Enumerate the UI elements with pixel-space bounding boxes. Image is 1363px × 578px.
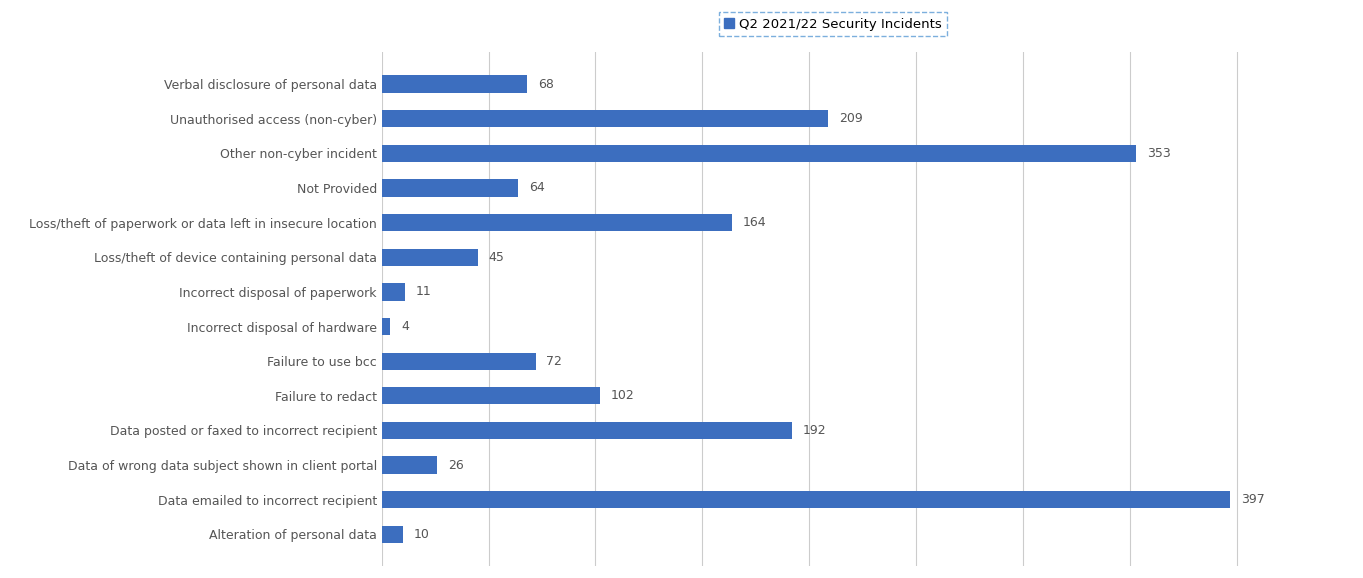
Bar: [382, 75, 527, 92]
Bar: [382, 144, 1137, 162]
Bar: [382, 387, 600, 405]
Bar: [382, 249, 478, 266]
Bar: [382, 422, 792, 439]
Bar: [382, 457, 438, 474]
Text: 164: 164: [743, 216, 766, 229]
Text: 68: 68: [537, 77, 553, 91]
Bar: [382, 179, 518, 197]
Text: 353: 353: [1146, 147, 1171, 160]
Legend: Q2 2021/22 Security Incidents: Q2 2021/22 Security Incidents: [720, 12, 947, 36]
Bar: [382, 526, 403, 543]
Text: 209: 209: [840, 112, 863, 125]
Text: 45: 45: [488, 251, 504, 264]
Bar: [382, 491, 1231, 509]
Text: 397: 397: [1240, 493, 1265, 506]
Bar: [382, 353, 536, 370]
Bar: [382, 214, 732, 231]
Text: 102: 102: [611, 390, 634, 402]
Text: 4: 4: [401, 320, 409, 333]
Text: 192: 192: [803, 424, 826, 437]
Bar: [382, 110, 829, 127]
Text: 10: 10: [414, 528, 429, 541]
Text: 72: 72: [547, 355, 562, 368]
Bar: [382, 283, 405, 301]
Text: 11: 11: [416, 286, 432, 298]
Bar: [382, 318, 390, 335]
Text: 64: 64: [529, 181, 545, 194]
Text: 26: 26: [448, 458, 463, 472]
